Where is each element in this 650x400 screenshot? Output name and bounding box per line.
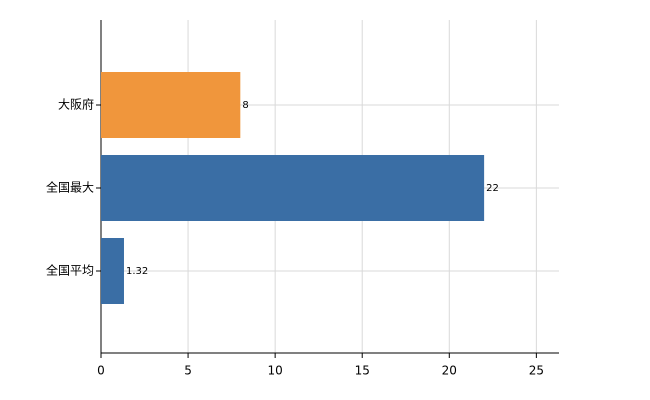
y-tick-label: 全国平均 — [46, 263, 94, 278]
value-label: 22 — [486, 183, 499, 194]
x-tick-label: 0 — [97, 364, 105, 378]
bar — [101, 72, 241, 138]
x-tick-label: 5 — [184, 364, 192, 378]
y-tick-label: 大阪府 — [58, 97, 94, 112]
x-tick-label: 20 — [442, 364, 457, 378]
y-tick-label: 全国最大 — [46, 180, 94, 195]
bar — [101, 155, 485, 221]
value-label: 1.32 — [126, 266, 148, 277]
x-tick-label: 10 — [268, 364, 283, 378]
x-tick-label: 25 — [529, 364, 544, 378]
value-label: 8 — [242, 100, 248, 111]
x-tick-label: 15 — [355, 364, 370, 378]
bar — [101, 238, 124, 304]
